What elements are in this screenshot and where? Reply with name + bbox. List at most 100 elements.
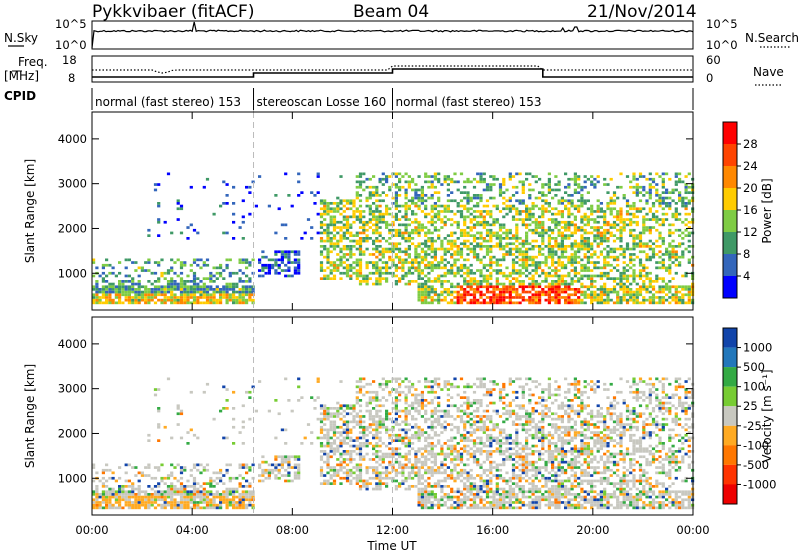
power-cell (489, 277, 493, 280)
velocity-cell (183, 490, 187, 494)
velocity-cell (349, 452, 353, 456)
power-cell (648, 177, 652, 181)
power-cell (661, 296, 665, 299)
power-cell (196, 288, 200, 291)
power-cell (385, 175, 389, 178)
power-cell (407, 261, 411, 264)
power-cell (404, 258, 408, 262)
power-cell (232, 298, 236, 302)
power-cell (453, 220, 457, 224)
power-cell (606, 296, 610, 299)
power-cell (134, 282, 138, 286)
power-cell (235, 296, 239, 299)
power-cell (407, 231, 411, 235)
power-cell (440, 261, 444, 264)
velocity-cell (394, 423, 398, 426)
power-cell (219, 263, 223, 267)
velocity-cell (127, 463, 131, 467)
power-cell (661, 237, 665, 240)
power-cell (319, 207, 324, 211)
velocity-cell (101, 506, 105, 510)
power-cell (554, 293, 558, 297)
power-cell (498, 288, 503, 291)
power-cell (554, 183, 558, 186)
velocity-cell (166, 503, 171, 507)
power-cell (287, 266, 291, 270)
power-cell (651, 285, 656, 289)
power-cell (651, 215, 656, 219)
power-cell (170, 298, 174, 302)
power-cell (459, 293, 464, 297)
power-cell (463, 228, 467, 232)
power-cell (144, 296, 148, 299)
power-cell (492, 269, 496, 272)
velocity-cell (176, 463, 180, 467)
power-cell (616, 298, 620, 302)
power-cell (502, 301, 506, 305)
power-cell (124, 285, 128, 289)
velocity-cell (368, 425, 372, 429)
power-cell (420, 226, 424, 229)
power-cell (345, 218, 350, 221)
power-cell (635, 245, 639, 248)
power-cell (339, 247, 343, 251)
power-cell (511, 242, 516, 246)
velocity-cell (163, 493, 167, 496)
power-cell (398, 234, 402, 237)
power-cell (453, 180, 457, 184)
power-cell (378, 258, 382, 262)
power-cell (463, 296, 467, 299)
velocity-cell (358, 385, 363, 389)
velocity-cell (261, 479, 265, 483)
power-cell (498, 242, 503, 246)
power-cell (583, 199, 587, 203)
power-cell (131, 290, 135, 294)
velocity-cell (166, 474, 171, 477)
power-colorbar-label: 28 (743, 137, 758, 151)
power-cell (411, 242, 415, 246)
velocity-cell (196, 436, 200, 440)
power-cell (590, 269, 594, 272)
power-cell (518, 210, 522, 213)
power-cell (388, 266, 392, 270)
power-cell (358, 258, 363, 262)
power-cell (368, 191, 372, 194)
power-cell (655, 188, 659, 192)
power-cell (326, 226, 330, 229)
velocity-cell (411, 407, 415, 410)
velocity-cell (323, 412, 327, 416)
power-cell (427, 253, 431, 256)
power-cell (616, 223, 620, 227)
power-cell (495, 271, 499, 275)
power-cell (225, 266, 229, 270)
power-cell (586, 220, 590, 224)
velocity-cell (437, 396, 441, 399)
power-cell (564, 245, 568, 248)
power-cell (625, 274, 630, 278)
power-cell (378, 250, 382, 254)
power-cell (352, 271, 356, 275)
velocity-cell (225, 503, 229, 507)
velocity-cell (92, 493, 96, 496)
power-cell (681, 298, 685, 302)
power-cell (619, 245, 623, 248)
power-cell (196, 290, 200, 294)
power-cell (407, 255, 411, 259)
power-cell (170, 231, 174, 235)
power-cell (498, 210, 503, 213)
power-cell (411, 228, 415, 232)
velocity-cell (401, 428, 405, 432)
power-cell (385, 212, 389, 216)
power-cell (564, 296, 568, 299)
power-cell (495, 282, 499, 286)
power-cell (326, 247, 330, 251)
power-cell (453, 242, 457, 246)
power-cell (502, 177, 506, 181)
power-cell (525, 266, 529, 270)
power-cell (463, 239, 467, 243)
power-cell (411, 180, 415, 184)
power-cell (440, 220, 444, 224)
power-cell (420, 255, 424, 259)
power-cell (502, 296, 506, 299)
power-cell (345, 274, 350, 278)
